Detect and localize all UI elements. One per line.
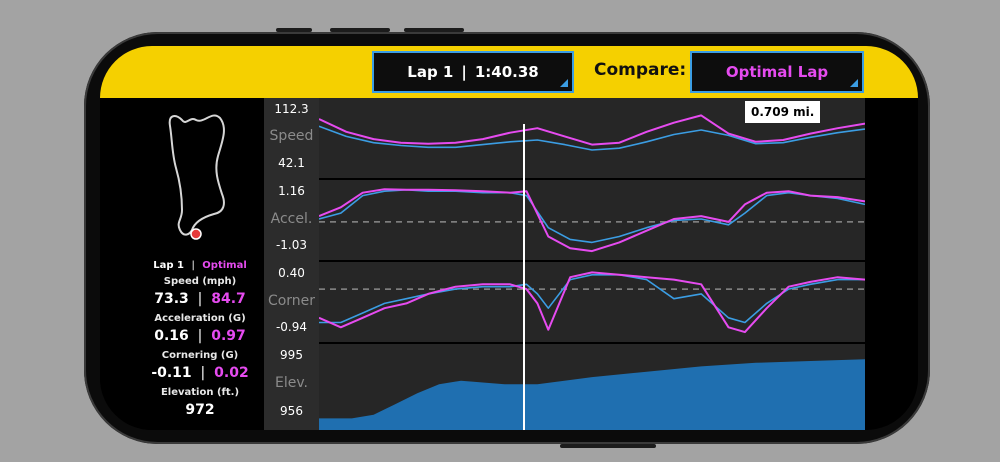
lap-label: Lap 1 bbox=[407, 63, 454, 81]
phone-side-button bbox=[560, 444, 656, 448]
speed-channel-label: Speed bbox=[269, 128, 314, 144]
track-map bbox=[168, 114, 225, 240]
elev-stat-value: 972 bbox=[185, 402, 215, 418]
legend-optimal: Optimal bbox=[202, 260, 247, 271]
corner-stat-values: -0.11 | 0.02 bbox=[100, 365, 300, 381]
accel-lap-value: 0.16 bbox=[154, 328, 189, 344]
speed-lap-value: 73.3 bbox=[154, 291, 189, 307]
header-bar: Lap 1 | 1:40.38 Compare: Optimal Lap bbox=[100, 46, 918, 98]
accel-optimal-value: 0.97 bbox=[211, 328, 246, 344]
accel-min-label: -1.03 bbox=[275, 238, 308, 252]
speed-min-label: 42.1 bbox=[278, 156, 305, 170]
speed-stat-values: 73.3 | 84.7 bbox=[100, 291, 300, 307]
lap-series-line bbox=[318, 125, 866, 151]
corner-separator: | bbox=[200, 365, 206, 381]
lap-time: 1:40.38 bbox=[474, 63, 539, 81]
legend-row: Lap 1 | Optimal bbox=[100, 260, 300, 271]
corner-optimal-value: 0.02 bbox=[214, 365, 249, 381]
lap-selector[interactable]: Lap 1 | 1:40.38 bbox=[372, 51, 574, 93]
telemetry-chart-svg[interactable] bbox=[318, 98, 866, 430]
speed-stat-label: Speed (mph) bbox=[163, 276, 237, 287]
phone-side-button bbox=[404, 28, 464, 32]
elevation-area bbox=[319, 359, 865, 430]
lap-separator: | bbox=[461, 63, 467, 81]
compare-selector[interactable]: Optimal Lap bbox=[690, 51, 864, 93]
cursor-distance-tooltip: 0.709 mi. bbox=[745, 101, 821, 123]
speed-max-label: 112.3 bbox=[274, 102, 309, 116]
compare-label: Compare: bbox=[594, 60, 687, 80]
app-screen: Lap 1 | 1:40.38 Compare: Optimal Lap Lap… bbox=[100, 46, 918, 430]
track-position-marker bbox=[190, 228, 202, 240]
elev-channel-label: Elev. bbox=[275, 375, 308, 391]
corner-lap-value: -0.11 bbox=[151, 365, 192, 381]
accel-max-label: 1.16 bbox=[278, 184, 305, 198]
accel-separator: | bbox=[197, 328, 203, 344]
corner-stat-label: Cornering (G) bbox=[161, 350, 239, 361]
dropdown-caret-icon bbox=[850, 79, 858, 87]
track-outline bbox=[168, 114, 225, 236]
elev-stat-label: Elevation (ft.) bbox=[160, 387, 240, 398]
legend-lap: Lap 1 bbox=[153, 260, 184, 271]
dropdown-caret-icon bbox=[560, 79, 568, 87]
telemetry-charts[interactable]: 0.709 mi. bbox=[318, 98, 866, 430]
optimal-series-line bbox=[318, 271, 866, 334]
chart-labels-column: 112.3 Speed 42.1 1.16 Accel. -1.03 0.40 … bbox=[264, 98, 319, 430]
elev-max-label: 995 bbox=[280, 348, 303, 362]
chart-panel-background bbox=[319, 180, 865, 260]
corner-min-label: -0.94 bbox=[275, 320, 308, 334]
accel-stat-label: Acceleration (G) bbox=[154, 313, 246, 324]
corner-max-label: 0.40 bbox=[278, 266, 305, 280]
speed-optimal-value: 84.7 bbox=[211, 291, 246, 307]
accel-channel-label: Accel. bbox=[270, 211, 313, 227]
stats-panel: Lap 1 | Optimal Speed (mph) 73.3 | 84.7 … bbox=[100, 98, 264, 430]
compare-value: Optimal Lap bbox=[725, 63, 829, 81]
accel-stat-values: 0.16 | 0.97 bbox=[100, 328, 300, 344]
elev-min-label: 956 bbox=[280, 404, 303, 418]
legend-separator: | bbox=[191, 260, 195, 271]
speed-separator: | bbox=[197, 291, 203, 307]
optimal-series-line bbox=[318, 188, 866, 253]
optimal-series-line bbox=[318, 114, 866, 146]
phone-side-button bbox=[276, 28, 312, 32]
phone-side-button bbox=[330, 28, 390, 32]
corner-channel-label: Corner bbox=[267, 293, 316, 309]
